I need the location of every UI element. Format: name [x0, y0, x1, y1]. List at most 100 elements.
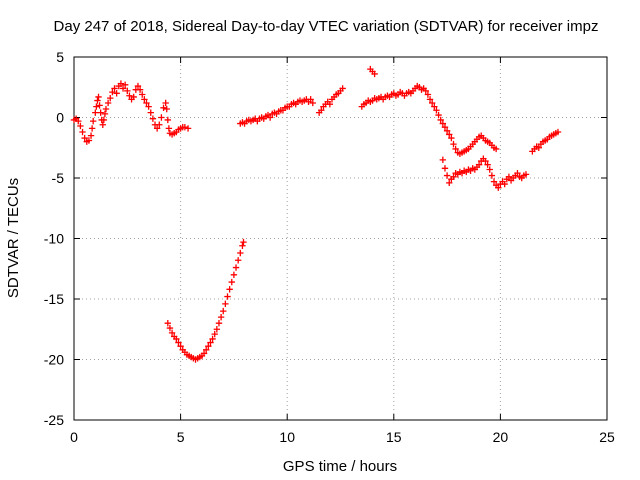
data-point: [136, 86, 144, 93]
data-point: [475, 161, 483, 168]
data-point: [220, 307, 227, 315]
data-point: [181, 123, 189, 131]
data-point: [439, 120, 447, 127]
data-point: [213, 326, 221, 333]
data-point: [79, 128, 86, 136]
y-axis-label: SDTVAR / TECUs: [5, 178, 22, 298]
data-point: [87, 132, 95, 139]
data-point: [422, 87, 429, 95]
data-point: [166, 324, 174, 332]
data-point: [439, 156, 447, 164]
data-point: [448, 134, 455, 142]
data-point: [107, 94, 114, 102]
data-point: [484, 161, 491, 168]
data-point: [139, 91, 146, 98]
y-tick-label: 5: [56, 49, 64, 65]
data-point: [228, 278, 235, 286]
data-point: [202, 346, 210, 354]
data-point: [94, 97, 101, 104]
data-point: [224, 293, 231, 300]
data-point: [237, 249, 244, 257]
x-tick-label: 5: [177, 429, 185, 445]
data-point: [446, 179, 453, 187]
data-point: [226, 286, 233, 293]
data-point: [488, 172, 496, 179]
data-point: [207, 339, 214, 346]
x-tick-label: 0: [70, 429, 78, 445]
y-tick-label: -20: [44, 352, 64, 368]
data-point: [85, 137, 93, 144]
data-point: [205, 342, 212, 350]
data-point: [441, 165, 449, 172]
data-point: [95, 93, 102, 101]
data-point: [99, 121, 106, 128]
y-tick-label: -10: [44, 231, 64, 247]
data-point: [145, 103, 152, 110]
data-point: [96, 102, 103, 109]
data-point: [175, 339, 182, 346]
data-point: [490, 178, 498, 185]
data-point: [240, 238, 247, 246]
data-point: [162, 99, 169, 107]
data-point: [437, 116, 444, 124]
data-point: [100, 116, 108, 124]
data-point: [222, 300, 229, 308]
data-point: [75, 117, 82, 125]
data-point: [102, 105, 110, 113]
data-point: [211, 330, 218, 338]
y-tick-label: -15: [44, 291, 64, 307]
data-points: [70, 65, 562, 363]
x-tick-label: 10: [279, 429, 295, 445]
data-point: [160, 104, 167, 112]
data-point: [522, 171, 530, 178]
plot-frame: [73, 56, 608, 421]
chart-title: Day 247 of 2018, Sidereal Day-to-day VTE…: [54, 18, 599, 35]
data-point: [435, 111, 442, 119]
y-tick-label: -25: [44, 412, 64, 428]
data-point: [119, 85, 127, 92]
data-point: [339, 85, 346, 92]
data-point: [326, 100, 334, 108]
data-point: [209, 335, 216, 343]
data-point: [77, 122, 84, 130]
x-tick-label: 25: [599, 429, 615, 445]
data-point: [141, 96, 148, 103]
data-point: [307, 96, 314, 103]
data-point: [101, 110, 109, 118]
data-point: [168, 329, 176, 337]
x-tick-label: 15: [386, 429, 402, 445]
data-point: [117, 80, 125, 87]
data-point: [428, 99, 436, 107]
data-point: [200, 350, 208, 357]
series-track-1: [70, 80, 192, 145]
data-point: [492, 145, 500, 153]
data-point: [514, 169, 521, 177]
data-point: [452, 145, 459, 153]
data-point: [88, 125, 96, 132]
data-point: [505, 173, 513, 180]
data-point: [177, 342, 184, 350]
data-point: [215, 320, 223, 327]
data-point: [97, 109, 104, 116]
data-point: [230, 271, 238, 278]
data-point: [431, 103, 438, 110]
axis-ticks: 0 5 10 15 20 25 5 0 -5 -10 -15 -20 -25: [44, 49, 615, 445]
data-point: [184, 125, 192, 132]
data-point: [164, 116, 172, 124]
data-point: [309, 99, 316, 107]
data-point: [443, 172, 451, 179]
x-tick-label: 20: [493, 429, 509, 445]
data-point: [482, 157, 489, 165]
data-point: [450, 173, 457, 180]
data-point: [156, 121, 163, 128]
data-point: [109, 88, 116, 96]
series-track-6: [358, 82, 500, 157]
data-point: [111, 85, 118, 92]
data-point: [371, 70, 378, 78]
grid-lines: [74, 57, 607, 420]
data-point: [433, 107, 440, 114]
data-point: [130, 93, 137, 101]
data-point: [121, 81, 129, 89]
data-point: [232, 264, 240, 271]
data-point: [149, 115, 157, 122]
